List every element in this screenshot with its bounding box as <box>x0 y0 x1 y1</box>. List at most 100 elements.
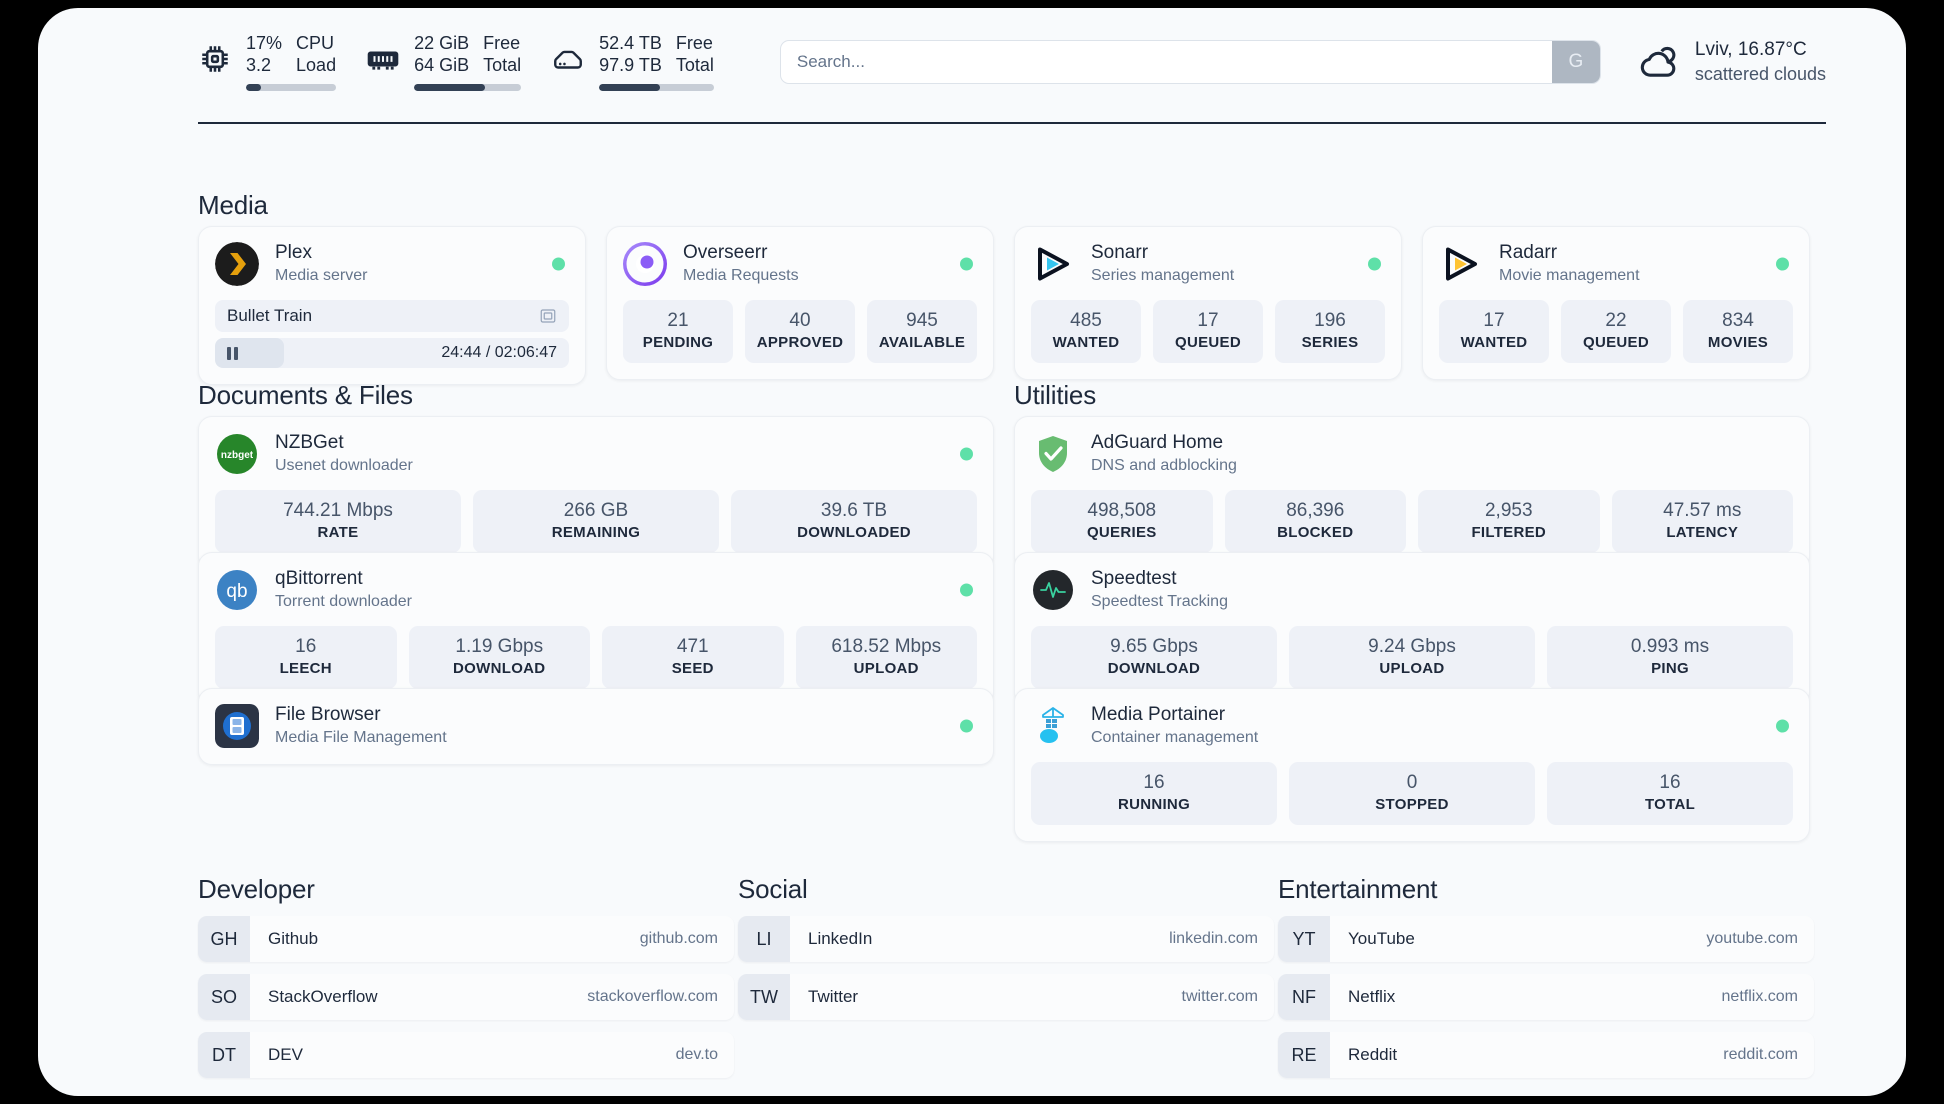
stat-value: 498,508 <box>1087 500 1157 521</box>
stat-box: 9.65 Gbps DOWNLOAD <box>1031 626 1277 689</box>
stat-label: QUEUED <box>1583 334 1649 351</box>
stat-box: 40 APPROVED <box>745 300 855 363</box>
qbittorrent-desc: Torrent downloader <box>275 593 412 610</box>
plex-status-indicator <box>552 257 565 270</box>
search-bar[interactable]: G <box>779 39 1601 84</box>
section-title-utilities: Utilities <box>1014 380 1096 410</box>
stat-label: REMAINING <box>551 524 641 541</box>
stat-box: 9.24 Gbps UPLOAD <box>1289 626 1535 689</box>
service-card-adguard[interactable]: AdGuard Home DNS and adblocking 498,508 … <box>1014 416 1810 570</box>
bookmark-item-github[interactable]: GH Github github.com <box>198 916 734 962</box>
service-card-overseerr[interactable]: Overseerr Media Requests 21 PENDING 40 A… <box>606 226 994 380</box>
search-provider-button[interactable]: G <box>1551 40 1600 83</box>
bookmark-badge: TW <box>738 974 790 1020</box>
ram-label-1: Free <box>483 33 521 53</box>
stat-value: 618.52 Mbps <box>831 636 942 657</box>
bookmark-url: stackoverflow.com <box>587 988 718 1005</box>
portainer-logo-icon <box>1031 704 1075 748</box>
stat-label: LEECH <box>279 660 332 677</box>
overseerr-logo-icon <box>623 241 667 286</box>
service-card-sonarr[interactable]: Sonarr Series management 485 WANTED 17 Q… <box>1014 226 1402 380</box>
pause-icon[interactable] <box>227 346 238 360</box>
bookmark-group-developer: GH Github github.com SO StackOverflow st… <box>198 916 734 1090</box>
stat-box: 0 STOPPED <box>1289 762 1535 825</box>
stat-box: 21 PENDING <box>623 300 733 363</box>
bookmark-item-stackoverflow[interactable]: SO StackOverflow stackoverflow.com <box>198 974 734 1020</box>
bookmark-name: Github <box>268 929 319 948</box>
stat-value: 945 <box>906 310 938 331</box>
qbittorrent-status-indicator <box>960 583 973 596</box>
bookmark-url: netflix.com <box>1721 988 1798 1005</box>
plex-progress-bar[interactable]: 24:44 / 02:06:47 <box>215 338 569 368</box>
radarr-desc: Movie management <box>1499 267 1640 284</box>
stat-label: RUNNING <box>1117 796 1191 813</box>
bookmark-url: twitter.com <box>1181 988 1258 1005</box>
stat-value: 47.57 ms <box>1663 500 1742 521</box>
plex-logo-icon <box>215 241 259 286</box>
disk-label-2: Total <box>675 55 714 75</box>
search-input[interactable] <box>780 40 1552 83</box>
qbittorrent-logo-icon: qb <box>215 568 259 612</box>
bookmark-url: reddit.com <box>1723 1046 1798 1063</box>
cpu-value-1: 17% <box>246 33 283 53</box>
service-card-nzbget[interactable]: nzbget NZBGet Usenet downloader 744.21 M… <box>198 416 994 570</box>
service-card-qbittorrent[interactable]: qb qBittorrent Torrent downloader 16 LEE… <box>198 552 994 706</box>
bookmark-group-entertainment: YT YouTube youtube.com NF Netflix netfli… <box>1278 916 1814 1090</box>
weather-location-temp: Lviv, 16.87°C <box>1694 38 1807 60</box>
overseerr-status-indicator <box>960 257 973 270</box>
ram-stat-group: 22 GiB 64 GiB Free Total <box>366 32 522 91</box>
adguard-name: AdGuard Home <box>1091 432 1224 453</box>
bookmark-name: Reddit <box>1348 1045 1398 1064</box>
cast-icon[interactable] <box>539 307 557 325</box>
bookmark-name: LinkedIn <box>808 929 873 948</box>
stat-value: 2,953 <box>1484 500 1533 521</box>
disk-stat-group: 52.4 TB 97.9 TB Free Total <box>551 32 714 91</box>
radarr-logo-icon <box>1439 242 1483 286</box>
bookmark-item-youtube[interactable]: YT YouTube youtube.com <box>1278 916 1814 962</box>
bookmark-badge: NF <box>1278 974 1330 1020</box>
adguard-stats: 498,508 QUERIES 86,396 BLOCKED 2,953 FIL… <box>1031 490 1793 553</box>
stat-box: 47.57 ms LATENCY <box>1611 490 1793 553</box>
stat-box: 744.21 Mbps RATE <box>215 490 461 553</box>
stat-box: 618.52 Mbps UPLOAD <box>795 626 977 689</box>
bookmark-item-reddit[interactable]: RE Reddit reddit.com <box>1278 1032 1814 1078</box>
stat-box: 945 AVAILABLE <box>867 300 977 363</box>
ram-usage-bar <box>414 84 522 91</box>
bookmark-badge: GH <box>198 916 250 962</box>
weather-condition: scattered clouds <box>1694 63 1826 84</box>
content-area: Media Plex Media server Bullet Train <box>38 126 1906 1096</box>
stat-label: SERIES <box>1301 334 1359 351</box>
stat-box: 39.6 TB DOWNLOADED <box>731 490 977 553</box>
service-card-plex[interactable]: Plex Media server Bullet Train 24:44 / 0… <box>198 226 586 385</box>
section-title-social: Social <box>738 874 808 904</box>
service-card-radarr[interactable]: Radarr Movie management 17 WANTED 22 QUE… <box>1422 226 1810 380</box>
bookmark-badge: SO <box>198 974 250 1020</box>
dashboard-window: 17% 3.2 CPU Load <box>38 8 1906 1096</box>
disk-value-1: 52.4 TB <box>599 33 662 53</box>
stat-box: 16 RUNNING <box>1031 762 1277 825</box>
service-card-portainer[interactable]: Media Portainer Container management 16 … <box>1014 688 1810 842</box>
section-title-entertainment: Entertainment <box>1278 874 1438 904</box>
plex-time-display: 24:44 / 02:06:47 <box>441 344 557 361</box>
bookmark-item-dev[interactable]: DT DEV dev.to <box>198 1032 734 1078</box>
bookmark-url: dev.to <box>675 1046 718 1063</box>
qbittorrent-name: qBittorrent <box>275 568 363 589</box>
service-card-speedtest[interactable]: Speedtest Speedtest Tracking 9.65 Gbps D… <box>1014 552 1810 706</box>
stat-label: APPROVED <box>756 334 844 351</box>
bookmark-item-linkedin[interactable]: LI LinkedIn linkedin.com <box>738 916 1274 962</box>
stat-label: UPLOAD <box>853 660 919 677</box>
stat-value: 471 <box>676 636 709 657</box>
plex-now-playing-row: Bullet Train <box>215 300 569 332</box>
adguard-desc: DNS and adblocking <box>1091 457 1237 474</box>
stat-value: 9.24 Gbps <box>1368 636 1456 657</box>
ram-value-1: 22 GiB <box>414 33 470 53</box>
bookmark-url: github.com <box>639 930 718 947</box>
portainer-status-indicator <box>1776 719 1789 732</box>
service-card-filebrowser[interactable]: File Browser Media File Management <box>198 688 994 765</box>
bookmark-item-twitter[interactable]: TW Twitter twitter.com <box>738 974 1274 1020</box>
stat-value: 40 <box>789 310 811 331</box>
stat-value: 1.19 Gbps <box>455 636 544 657</box>
stat-label: TOTAL <box>1644 796 1696 813</box>
bookmark-item-netflix[interactable]: NF Netflix netflix.com <box>1278 974 1814 1020</box>
header-bar: 17% 3.2 CPU Load <box>38 8 1906 126</box>
